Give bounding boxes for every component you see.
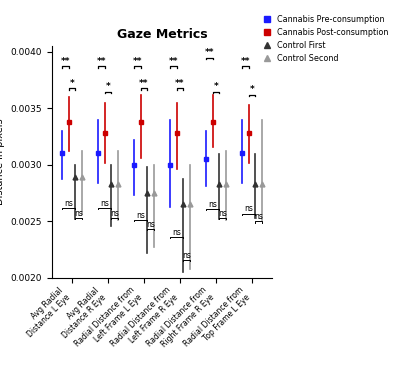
Text: ns: ns [244, 204, 253, 213]
Legend: Cannabis Pre-consumption, Cannabis Post-consumption, Control First, Control Seco: Cannabis Pre-consumption, Cannabis Post-… [256, 12, 392, 66]
Text: *: * [214, 82, 218, 91]
Text: **: ** [139, 79, 149, 88]
Text: **: ** [97, 57, 106, 66]
Text: **: ** [133, 57, 142, 66]
Text: ns: ns [172, 228, 181, 237]
Y-axis label: Distance in pixels: Distance in pixels [0, 119, 5, 205]
Text: ns: ns [208, 200, 217, 209]
Title: Gaze Metrics: Gaze Metrics [117, 28, 207, 41]
Text: **: ** [169, 57, 178, 66]
Text: ns: ns [182, 251, 191, 259]
Text: ns: ns [100, 198, 109, 208]
Text: *: * [250, 85, 254, 95]
Text: ns: ns [218, 209, 227, 218]
Text: **: ** [175, 79, 185, 88]
Text: **: ** [60, 57, 70, 66]
Text: *: * [70, 79, 74, 88]
Text: ns: ns [146, 220, 155, 229]
Text: ns: ns [74, 209, 83, 218]
Text: ns: ns [136, 211, 145, 220]
Text: ns: ns [254, 212, 263, 221]
Text: **: ** [205, 48, 214, 57]
Text: *: * [106, 82, 110, 91]
Text: **: ** [241, 57, 250, 66]
Text: ns: ns [110, 209, 119, 218]
Text: ns: ns [64, 198, 73, 208]
